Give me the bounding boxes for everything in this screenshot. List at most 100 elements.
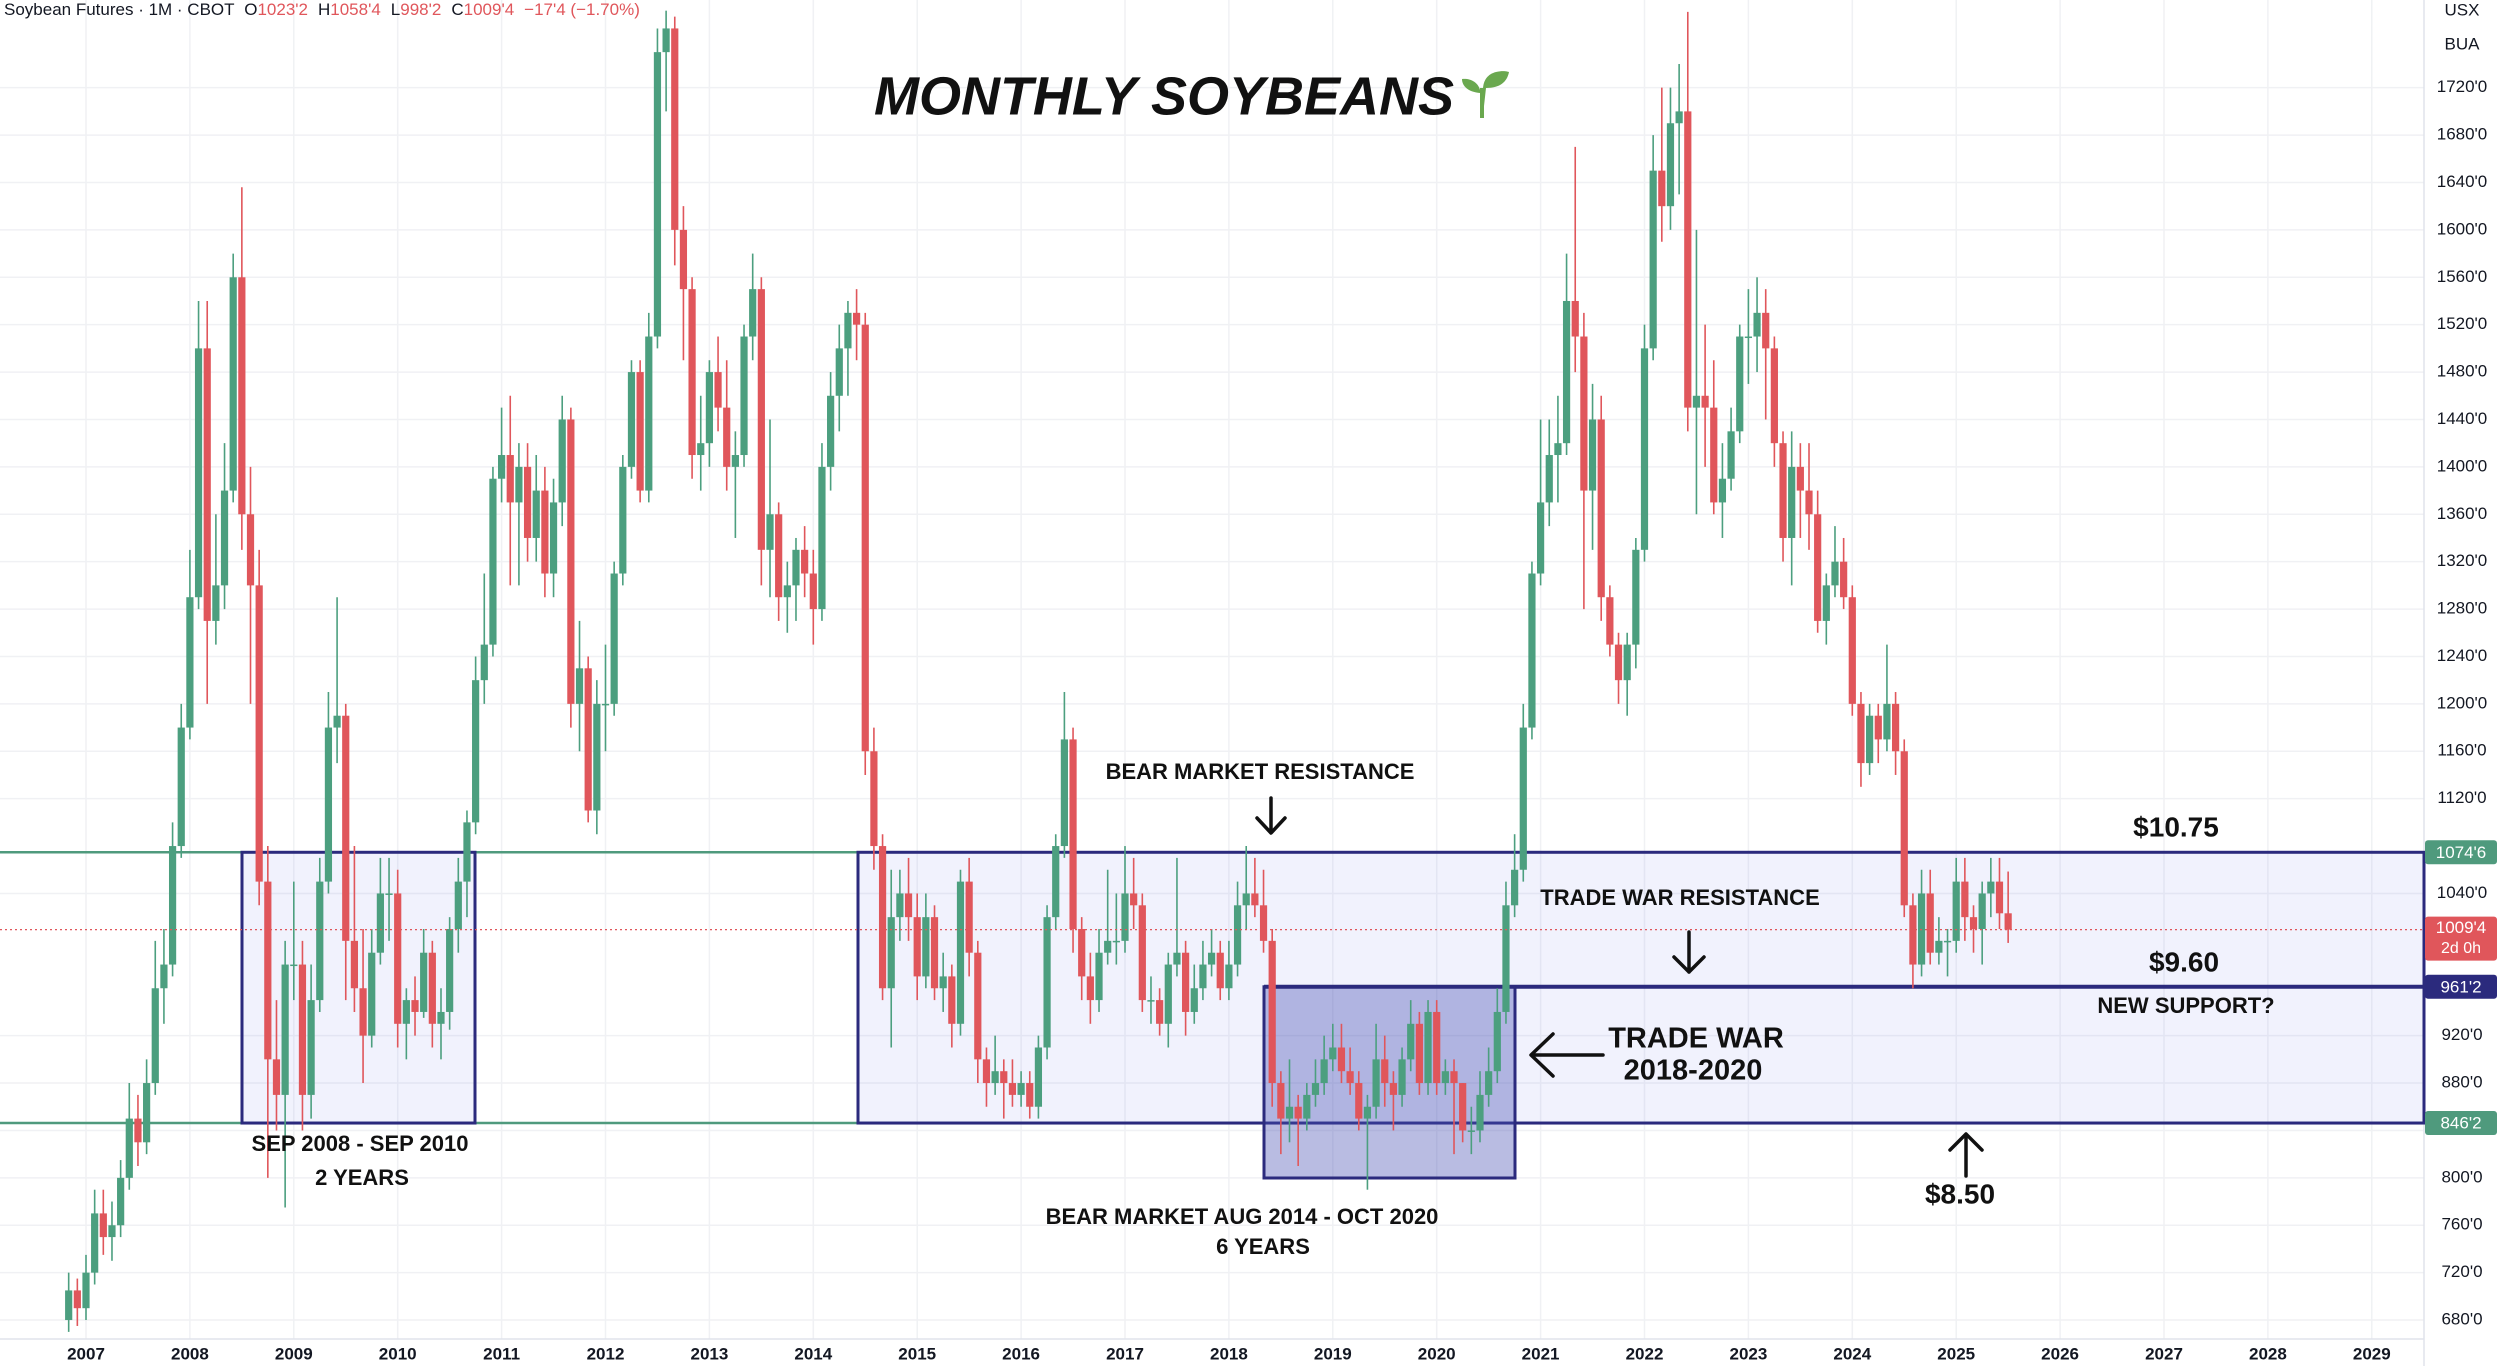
candle-body [1848, 597, 1856, 704]
candle-body [1259, 905, 1268, 941]
candle-body [1770, 348, 1778, 444]
candle-body [1805, 490, 1813, 515]
candle-body [584, 668, 592, 811]
candle-body [861, 324, 869, 752]
candle-body [558, 419, 566, 503]
x-tick-label: 2007 [67, 1344, 105, 1363]
annotation: BEAR MARKET AUG 2014 - OCT 2020 [1046, 1204, 1439, 1229]
candle-body [125, 1118, 133, 1178]
candle-body [1182, 952, 1190, 1012]
candle-body [1225, 964, 1233, 989]
annotation: $8.50 [1925, 1178, 1995, 1209]
unit-label: BUA [2445, 34, 2481, 53]
y-tick-label: 1480'0 [2437, 362, 2488, 381]
candle-body [653, 52, 662, 337]
annotation: $10.75 [2133, 811, 2219, 842]
arrow-down [1255, 796, 1287, 835]
candle-body [472, 680, 480, 823]
unit-label: USX [2445, 0, 2480, 19]
trade-war-box [1262, 985, 1517, 1180]
y-tick-label: 1640'0 [2437, 172, 2488, 191]
candle-body [1476, 1094, 1484, 1131]
candle-body [731, 455, 739, 467]
candle-body [82, 1272, 90, 1309]
legend-text: 1009'4 [464, 0, 515, 19]
candle-body [1008, 1083, 1017, 1095]
candle-body [1121, 893, 1129, 941]
legend-text: 1058'4 [330, 0, 381, 19]
y-tick-label: 1240'0 [2437, 646, 2488, 665]
candle-body [212, 585, 220, 621]
candle-body [2004, 913, 2012, 930]
candle-body [333, 715, 341, 728]
candle-body [264, 881, 272, 1060]
candle-body [1753, 312, 1761, 337]
candle-body [1935, 940, 1943, 953]
candle-body [1363, 1106, 1372, 1119]
candle-body [1640, 348, 1649, 550]
candle-body [1355, 1083, 1363, 1119]
candle-body [809, 573, 817, 610]
candle-body [1052, 846, 1060, 918]
x-tick-label: 2022 [1626, 1344, 1664, 1363]
candle-body [749, 289, 757, 337]
candle-body [1762, 312, 1770, 349]
candle-body [1597, 419, 1605, 598]
y-tick-label: 1720'0 [2437, 77, 2488, 96]
candle-body [541, 490, 549, 574]
candle-body [1199, 964, 1207, 989]
candle-body [342, 715, 350, 941]
candle-body [1623, 644, 1631, 681]
legend-text: Soybean Futures · 1M · CBOT [4, 0, 234, 19]
candle-body [740, 336, 748, 456]
candle-body [766, 514, 774, 550]
candle-body [1000, 1071, 1008, 1084]
price-badge-label: 846'2 [2440, 1114, 2481, 1133]
candle-body [1537, 502, 1545, 574]
annotation: $9.60 [2149, 946, 2219, 977]
candle-body [1285, 1106, 1294, 1119]
x-tick-label: 2028 [2249, 1344, 2287, 1363]
candle-body [1987, 881, 1995, 894]
candle-body [1156, 1000, 1164, 1024]
candle-body [1736, 336, 1744, 432]
candle-body [1840, 561, 1848, 598]
candle-body [1493, 1011, 1501, 1072]
y-tick-label: 1120'0 [2437, 788, 2486, 807]
candle-body [489, 478, 497, 645]
candle-body [134, 1118, 142, 1143]
candle-body [1831, 561, 1839, 586]
candle-body [1233, 905, 1242, 965]
candle-body [948, 976, 956, 1024]
candle-body [160, 964, 168, 989]
candle-body [1822, 585, 1830, 621]
candle-body [229, 277, 237, 491]
candle-body [939, 976, 947, 989]
legend-text: 998'2 [400, 0, 441, 19]
price-badge [2425, 916, 2497, 961]
candle-body [1545, 455, 1553, 503]
annotation: NEW SUPPORT? [2097, 993, 2274, 1018]
candle-body [117, 1177, 125, 1226]
candle-body [1883, 703, 1891, 740]
y-tick-label: 1680'0 [2437, 125, 2488, 144]
candle-body [783, 585, 791, 598]
candle-body [1943, 940, 1952, 943]
candle-body [549, 502, 558, 574]
candle-body [1415, 1023, 1423, 1084]
arrows [1255, 796, 1984, 1178]
candle-body [1450, 1071, 1458, 1084]
candle-body [1562, 300, 1571, 444]
leaf [1462, 78, 1480, 93]
candle-body [1788, 466, 1796, 538]
candle-body [394, 893, 402, 1024]
y-tick-label: 1600'0 [2437, 219, 2488, 238]
candle-body [567, 419, 575, 704]
x-tick-label: 2008 [171, 1344, 209, 1363]
annotation: SEP 2008 - SEP 2010 [252, 1131, 469, 1156]
candle-body [1995, 881, 2004, 914]
candle-body [1441, 1071, 1449, 1084]
candle-body [1891, 703, 1900, 752]
arrow-up [1948, 1132, 1984, 1178]
candle-body [1961, 881, 1969, 918]
